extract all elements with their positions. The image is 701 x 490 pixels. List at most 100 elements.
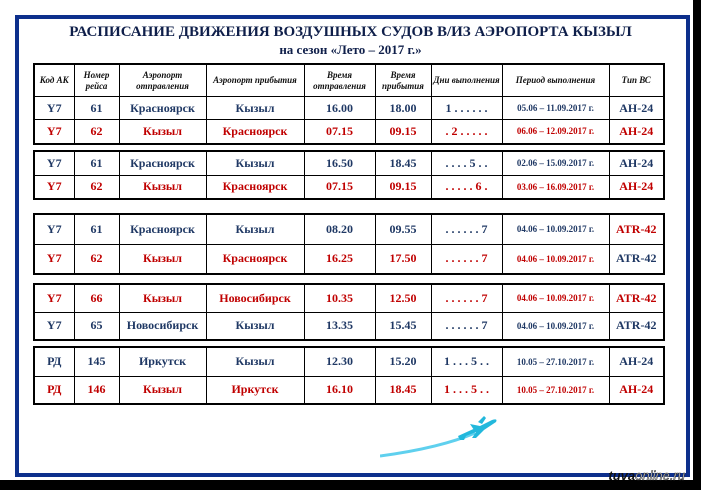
cell: АН-24 xyxy=(608,174,665,200)
flight-row: Y7 62 Кызыл Красноярск 07.15 09.15. 2 . . . .… xyxy=(33,119,665,144)
cell: 10.05 – 27.10.2017 г. xyxy=(501,375,610,405)
cell: Y7 xyxy=(33,283,75,313)
schedule-subtitle: на сезон «Лето – 2017 г.» xyxy=(279,42,422,57)
cell: 09.15 xyxy=(374,174,432,200)
cell: 62 xyxy=(73,119,120,144)
cell: Кызыл xyxy=(205,150,305,176)
cell: 61 xyxy=(73,96,120,120)
cell: 13.35 xyxy=(303,311,376,341)
cell: ATR-42 xyxy=(608,283,665,313)
cell: 09.55 xyxy=(374,213,432,245)
cell: 04.06 – 10.09.2017 г. xyxy=(501,311,610,341)
cell: Иркутск xyxy=(205,375,305,405)
cell: Y7 xyxy=(33,311,75,341)
cell: Красноярск xyxy=(118,150,207,176)
cell: 1 . . . 5 . . xyxy=(430,375,503,405)
cell: АН-24 xyxy=(608,346,665,377)
flight-row: Y7 61 Красноярск Кызыл 16.00 18.00 1 . . . . .… xyxy=(33,96,665,120)
cell: 02.06 – 15.09.2017 г. xyxy=(501,150,610,176)
flight-row: Y7 65 Новосибирск Кызыл 13.35 15.45. . . . . … xyxy=(33,311,665,341)
column-header: Номер рейса xyxy=(73,63,120,97)
flight-row: Y7 66 Кызыл Новосибирск 10.35 12.50. . . . . … xyxy=(33,283,665,313)
cell: 16.10 xyxy=(303,375,376,405)
column-header: Аэропорт отправления xyxy=(118,63,207,97)
cell: ATR-42 xyxy=(608,243,665,275)
cell: 10.05 – 27.10.2017 г. xyxy=(501,346,610,377)
cell: АН-24 xyxy=(608,119,665,144)
cell: Красноярск xyxy=(205,119,305,144)
cell: 03.06 – 16.09.2017 г. xyxy=(501,174,610,200)
schedule-table-group: Код АК Номер рейса Аэропорт отправления Аэр… xyxy=(33,63,665,145)
cell: . . . . . . 7 xyxy=(430,311,503,341)
cell: 61 xyxy=(73,150,120,176)
schedule-table-group: Y7 66 Кызыл Новосибирск 10.35 12.50. . . . . … xyxy=(33,283,665,341)
cell: Кызыл xyxy=(118,375,207,405)
cell: Кызыл xyxy=(118,283,207,313)
cell: 08.20 xyxy=(303,213,376,245)
cell: Y7 xyxy=(33,150,75,176)
cell: Кызыл xyxy=(205,96,305,120)
cell: 07.15 xyxy=(303,174,376,200)
cell: 18.45 xyxy=(374,150,432,176)
cell: Y7 xyxy=(33,213,75,245)
page: РАСПИСАНИЕ ДВИЖЕНИЯ ВОЗДУШНЫХ СУДОВ В/ИЗ… xyxy=(0,0,693,484)
cell: Красноярск xyxy=(205,174,305,200)
cell: Y7 xyxy=(33,119,75,144)
cell: . . . . . . 7 xyxy=(430,243,503,275)
blue-frame xyxy=(15,15,690,477)
cell: Кызыл xyxy=(205,213,305,245)
cell: Кызыл xyxy=(118,243,207,275)
cell: Новосибирск xyxy=(118,311,207,341)
schedule-table-group: Y7 61 Красноярск Кызыл 08.20 09.55. . . . . .… xyxy=(33,213,665,275)
watermark: tuvaonline.ru xyxy=(608,468,685,484)
cell: 66 xyxy=(73,283,120,313)
cell: 06.06 – 12.09.2017 г. xyxy=(501,119,610,144)
cell: 18.00 xyxy=(374,96,432,120)
cell: . . . . . . 7 xyxy=(430,213,503,245)
cell: Красноярск xyxy=(118,96,207,120)
cell: 04.06 – 10.09.2017 г. xyxy=(501,243,610,275)
flight-row: Y7 62 Кызыл Красноярск 07.15 09.15. . . . . 6… xyxy=(33,174,665,200)
column-header: Код АК xyxy=(33,63,75,97)
cell: 04.06 – 10.09.2017 г. xyxy=(501,283,610,313)
cell: Y7 xyxy=(33,174,75,200)
cell: Кызыл xyxy=(118,174,207,200)
cell: 145 xyxy=(73,346,120,377)
cell: Кызыл xyxy=(205,346,305,377)
cell: 146 xyxy=(73,375,120,405)
column-header: Аэропорт прибытия xyxy=(205,63,305,97)
cell: . . . . . 6 . xyxy=(430,174,503,200)
cell: 17.50 xyxy=(374,243,432,275)
cell: 62 xyxy=(73,243,120,275)
cell: Y7 xyxy=(33,243,75,275)
flight-row: Y7 61 Красноярск Кызыл 08.20 09.55. . . . . .… xyxy=(33,213,665,245)
flight-row: Y7 61 Красноярск Кызыл 16.50 18.45. . . . 5 .… xyxy=(33,150,665,176)
schedule-table-group: РД 145 Иркутск Кызыл 12.30 15.20 1 . . . 5 . .… xyxy=(33,346,665,405)
cell: 61 xyxy=(73,213,120,245)
airplane-icon xyxy=(380,416,497,458)
cell: 16.25 xyxy=(303,243,376,275)
flight-row: Y7 62 Кызыл Красноярск 16.25 17.50. . . . . .… xyxy=(33,243,665,275)
header-row: Код АК Номер рейса Аэропорт отправления Аэр… xyxy=(33,63,665,97)
cell: АН-24 xyxy=(608,375,665,405)
cell: 10.35 xyxy=(303,283,376,313)
cell: 1 . . . . . . xyxy=(430,96,503,120)
schedule-table-group: Y7 61 Красноярск Кызыл 16.50 18.45. . . . 5 .… xyxy=(33,150,665,200)
cell: Красноярск xyxy=(118,213,207,245)
cell: 15.45 xyxy=(374,311,432,341)
cell: . . . . 5 . . xyxy=(430,150,503,176)
column-header: Тип ВС xyxy=(608,63,665,97)
cell: 04.06 – 10.09.2017 г. xyxy=(501,213,610,245)
cell: 16.50 xyxy=(303,150,376,176)
cell: 12.50 xyxy=(374,283,432,313)
cell: АН-24 xyxy=(608,96,665,120)
cell: 12.30 xyxy=(303,346,376,377)
column-header: Время прибытия xyxy=(374,63,432,97)
cell: 07.15 xyxy=(303,119,376,144)
cell: АН-24 xyxy=(608,150,665,176)
flight-row: РД 146 Кызыл Иркутск 16.10 18.45 1 . . . 5 . .… xyxy=(33,375,665,405)
cell: Кызыл xyxy=(205,311,305,341)
column-header: Период выполнения xyxy=(501,63,610,97)
cell: ATR-42 xyxy=(608,213,665,245)
cell: 1 . . . 5 . . xyxy=(430,346,503,377)
